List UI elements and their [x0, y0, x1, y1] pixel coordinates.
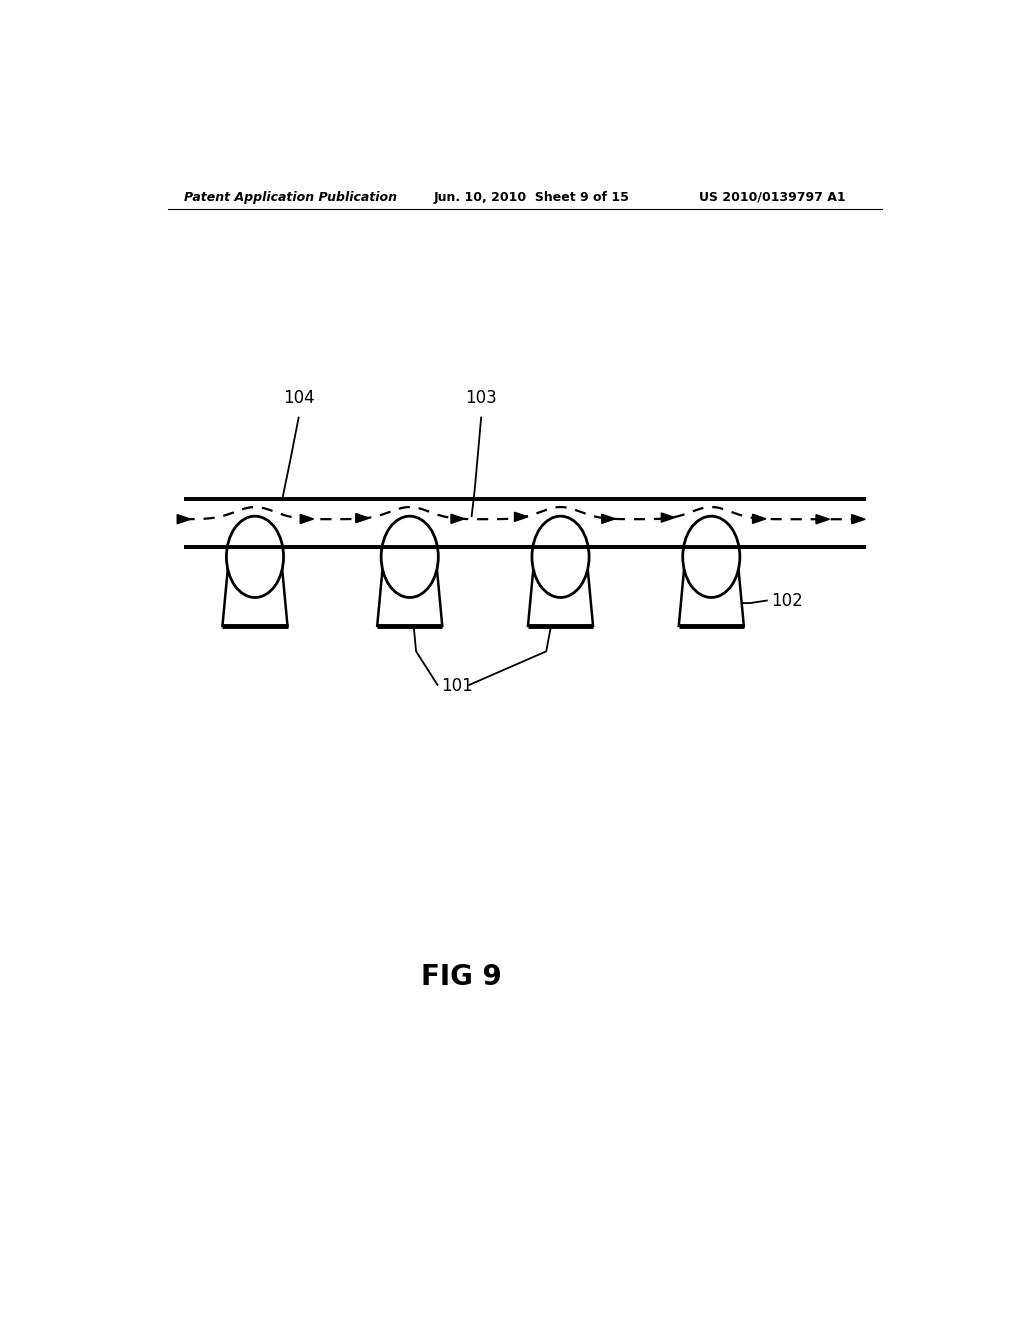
Polygon shape — [662, 513, 675, 523]
Polygon shape — [377, 549, 442, 626]
Polygon shape — [528, 549, 593, 626]
Text: 102: 102 — [771, 591, 803, 610]
Polygon shape — [177, 515, 190, 524]
Polygon shape — [514, 512, 528, 521]
Ellipse shape — [381, 516, 438, 598]
Text: US 2010/0139797 A1: US 2010/0139797 A1 — [699, 190, 846, 203]
Polygon shape — [222, 549, 288, 626]
Polygon shape — [816, 515, 829, 524]
Text: 104: 104 — [283, 389, 314, 408]
Polygon shape — [753, 515, 766, 524]
Polygon shape — [602, 515, 615, 523]
Polygon shape — [451, 515, 465, 524]
Ellipse shape — [683, 516, 740, 598]
Text: Patent Application Publication: Patent Application Publication — [183, 190, 396, 203]
Text: Jun. 10, 2010  Sheet 9 of 15: Jun. 10, 2010 Sheet 9 of 15 — [433, 190, 630, 203]
Ellipse shape — [226, 516, 284, 598]
Polygon shape — [300, 515, 313, 524]
Text: FIG 9: FIG 9 — [421, 962, 502, 990]
Ellipse shape — [531, 516, 589, 598]
Polygon shape — [355, 513, 370, 523]
Text: 101: 101 — [441, 677, 473, 694]
Polygon shape — [852, 515, 865, 524]
Polygon shape — [679, 549, 743, 626]
Text: 103: 103 — [465, 389, 497, 408]
